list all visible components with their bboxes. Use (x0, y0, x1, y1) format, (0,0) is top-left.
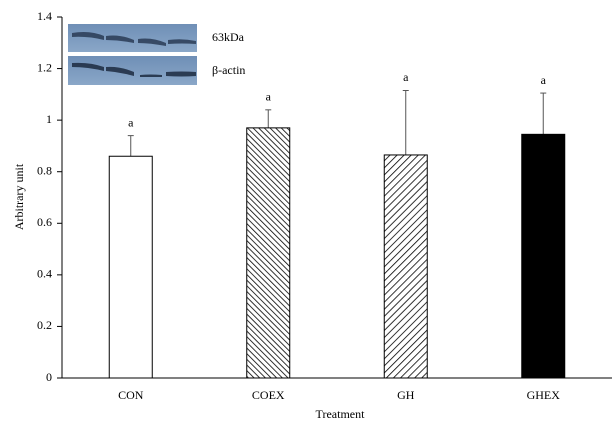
y-tick-label: 1.2 (37, 60, 52, 74)
bar (522, 134, 565, 378)
inset-label: 63kDa (212, 30, 245, 44)
x-tick-label: COEX (252, 388, 285, 402)
bar (384, 155, 427, 378)
y-tick-label: 0.4 (37, 267, 52, 281)
chart: 63kDa β-actin Treatment Arbitrary unit 0… (0, 0, 613, 424)
y-tick-label: 0.8 (37, 163, 52, 177)
x-tick-label: GHEX (527, 388, 561, 402)
x-axis-title: Treatment (316, 407, 366, 421)
y-tick-label: 0 (46, 370, 52, 384)
annotation: a (403, 70, 409, 84)
y-tick-label: 1 (46, 112, 52, 126)
y-tick-label: 1.4 (37, 9, 52, 23)
y-tick-label: 0.2 (37, 318, 52, 332)
blot-inset (68, 24, 197, 85)
y-tick-label: 0.6 (37, 215, 52, 229)
blot-band-actin (68, 56, 197, 85)
bar (109, 156, 152, 378)
inset-label: β-actin (212, 63, 245, 77)
blot-band-63kda (68, 24, 197, 52)
x-tick-label: CON (118, 388, 144, 402)
annotation: a (128, 115, 134, 129)
bar (247, 128, 290, 378)
annotation: a (266, 90, 272, 104)
y-axis-title: Arbitrary unit (12, 163, 26, 230)
annotation: a (541, 73, 547, 87)
x-tick-label: GH (397, 388, 415, 402)
